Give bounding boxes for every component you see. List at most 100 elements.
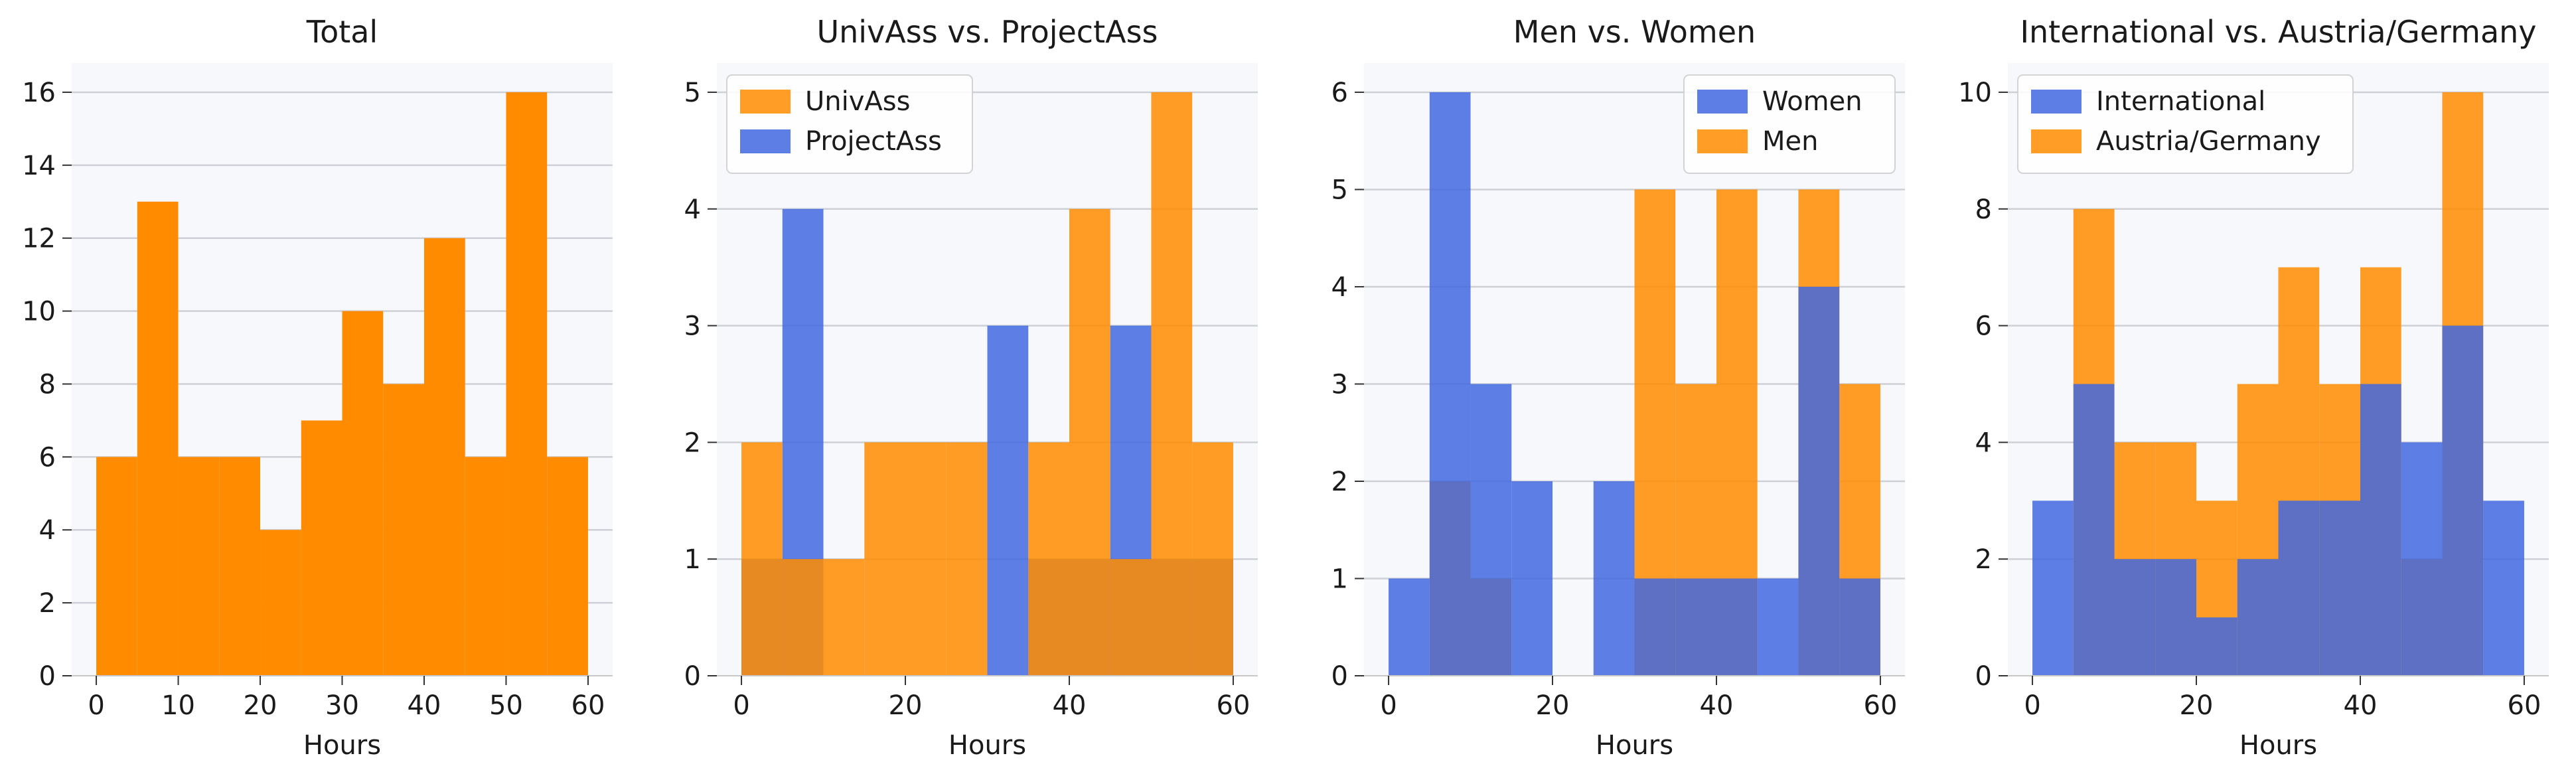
x-tick-label: 0 [733,690,749,721]
histogram-bar [2442,325,2484,676]
x-tick-label: 20 [244,690,277,721]
histogram-bar [2155,559,2197,676]
chart-title: UnivAss vs. ProjectAss [816,14,1158,50]
histogram-bar [1757,578,1799,676]
x-tick-label: 0 [2024,690,2040,721]
x-tick-label: 20 [1536,690,1570,721]
histogram-bar [987,325,1029,676]
chart-panel-4: 0 2 4 6 8 10 0 20 40 60 Hours International vs. Aus… [1958,14,2549,761]
histogram-bar [1389,578,1430,676]
histogram-bar [2073,384,2115,676]
histogram-bar [864,442,906,676]
y-tick-label: 0 [684,661,701,692]
histogram-bar [465,457,506,676]
histogram-bar [1110,559,1152,676]
y-tick-label: 10 [1958,78,1992,108]
y-tick-label: 2 [39,588,56,619]
x-tick-label: 60 [2508,690,2541,721]
chart-title: International vs. Austria/Germany [2020,14,2536,50]
histogram-bar [2237,559,2279,676]
legend-box [2017,74,2354,174]
histogram-bar [383,384,424,676]
legend: Women Men [1683,74,1896,174]
histogram-bar [1716,578,1758,676]
legend: International Austria/Germany [2017,74,2354,174]
histogram-bar [96,457,137,676]
legend-label: UnivAss [805,86,910,117]
x-axis-label: Hours [303,730,381,761]
legend-label: International [2096,86,2265,117]
histogram-bar [137,201,179,676]
legend-swatch [2031,90,2082,114]
y-tick-label: 10 [22,297,56,327]
y-tick-label: 0 [1331,661,1348,692]
y-tick-label: 1 [1331,564,1348,594]
y-tick-label: 6 [39,442,56,473]
legend-label: Women [1762,86,1862,117]
y-tick-label: 5 [1331,175,1348,205]
histogram-bar [1839,578,1880,676]
histogram-bar [547,457,588,676]
histogram-bar [2319,501,2360,676]
x-tick-label: 40 [1700,690,1734,721]
x-tick-label: 50 [489,690,523,721]
y-tick-label: 6 [1331,78,1348,108]
histogram-bar [2114,559,2156,676]
y-tick-label: 8 [1975,194,1992,225]
x-tick-label: 30 [325,690,359,721]
x-tick-label: 40 [1053,690,1087,721]
histogram-bar [2360,384,2401,676]
histogram-bar [260,530,301,676]
legend-swatch [1697,129,1748,153]
legend-swatch [740,129,791,153]
histogram-bar [1069,208,1110,676]
x-tick-label: 10 [161,690,195,721]
histogram-bar [342,311,384,676]
histogram-bar [1675,578,1716,676]
histogram-bar [1593,481,1635,676]
x-axis-label: Hours [948,730,1026,761]
histogram-bar [1151,92,1193,676]
y-tick-label: 4 [1331,272,1348,303]
histogram-bar [1429,92,1471,676]
legend-label: Men [1762,126,1818,157]
histogram-bar [2032,501,2074,676]
legend-label: ProjectAss [805,126,942,157]
x-tick-label: 60 [571,690,605,721]
histogram-bar [178,457,220,676]
histogram-bar [506,92,548,676]
y-tick-label: 12 [22,224,56,254]
histogram-bar [946,442,988,676]
y-tick-label: 6 [1975,311,1992,342]
x-axis-label: Hours [2239,730,2317,761]
histogram-bar [2483,501,2524,676]
chart-panel-1: 0 2 4 6 8 10 12 14 16 0 10 20 30 40 50 60 Hours Total [22,14,613,761]
y-tick-label: 2 [684,428,701,458]
legend-swatch [1697,90,1748,114]
histogram-bar [219,457,261,676]
x-tick-label: 60 [1864,690,1898,721]
x-tick-label: 40 [408,690,441,721]
y-tick-label: 0 [1975,661,1992,692]
histogram-bar [1028,442,1069,676]
x-tick-label: 60 [1217,690,1250,721]
histogram-bar [1192,442,1233,676]
histogram-bar [2278,501,2320,676]
x-tick-label: 20 [2180,690,2214,721]
legend-label: Austria/Germany [2096,126,2321,157]
legend: UnivAss ProjectAss [726,74,973,174]
y-tick-label: 4 [1975,428,1992,458]
y-tick-label: 8 [39,369,56,400]
histogram-bar [905,442,947,676]
chart-title: Men vs. Women [1513,14,1756,50]
y-tick-label: 2 [1975,544,1992,575]
histogram-bar [301,420,342,676]
x-tick-label: 0 [1380,690,1397,721]
x-tick-label: 40 [2344,690,2378,721]
histogram-bar [2196,617,2237,676]
legend-swatch [2031,129,2082,153]
y-tick-label: 14 [22,151,56,181]
y-tick-label: 2 [1331,467,1348,497]
